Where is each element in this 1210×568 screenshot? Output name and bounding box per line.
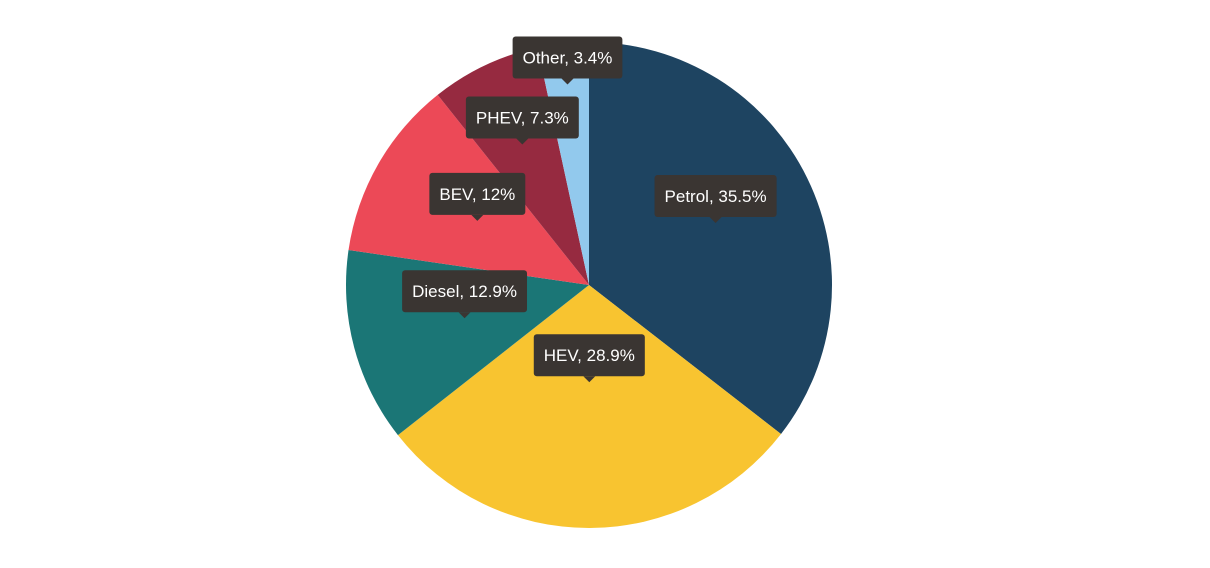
slice-label-petrol: Petrol, 35.5%	[654, 174, 777, 223]
slice-label-pointer	[458, 312, 471, 319]
pie-slice-petrol[interactable]	[589, 42, 833, 434]
slice-label-box	[429, 172, 526, 215]
slice-label-box	[402, 270, 528, 313]
pie-slice-hev[interactable]	[397, 285, 782, 529]
slice-label-text: Petrol, 35.5%	[665, 187, 767, 206]
slice-label-text: HEV, 28.9%	[544, 346, 635, 365]
slice-label-hev: HEV, 28.9%	[533, 334, 645, 383]
slice-label-text: PHEV, 7.3%	[476, 108, 569, 127]
slice-label-diesel: Diesel, 12.9%	[402, 270, 528, 319]
slice-label-box	[512, 36, 623, 79]
slice-label-phev: PHEV, 7.3%	[465, 96, 579, 145]
slice-label-box	[465, 96, 579, 139]
slice-label-text: Diesel, 12.9%	[412, 282, 517, 301]
slice-label-text: Other, 3.4%	[523, 48, 613, 67]
slice-label-other: Other, 3.4%	[512, 36, 623, 85]
slice-label-box	[533, 334, 645, 377]
slice-label-pointer	[516, 138, 529, 145]
slice-label-pointer	[583, 376, 596, 383]
slice-label-text: BEV, 12%	[439, 185, 515, 204]
slice-label-pointer	[709, 216, 722, 223]
slice-label-bev: BEV, 12%	[429, 172, 526, 221]
pie-labels: Petrol, 35.5% HEV, 28.9% Diesel, 12.9% BEV,…	[402, 36, 777, 383]
slice-label-box	[654, 174, 777, 217]
slice-label-pointer	[471, 214, 484, 221]
slice-label-pointer	[561, 78, 574, 85]
